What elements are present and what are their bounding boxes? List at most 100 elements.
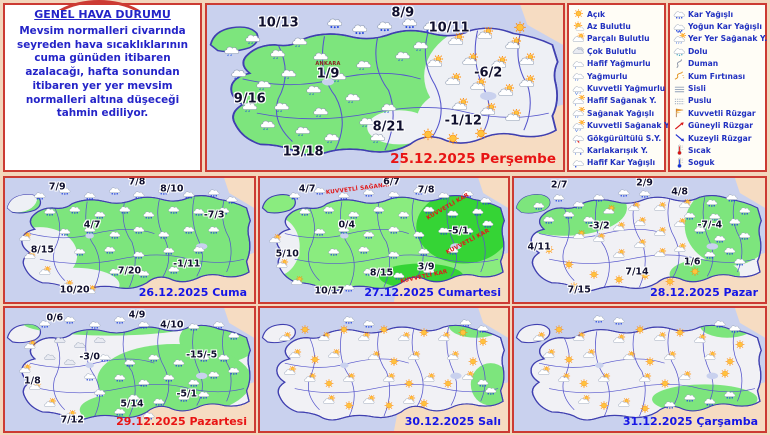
sun-cloud-icon — [490, 55, 507, 72]
snow-icon — [387, 188, 400, 200]
sun-cloud-icon — [448, 32, 465, 49]
temperature-label: -7/-4 — [697, 219, 723, 231]
temperature-label: 10/17 — [314, 285, 345, 297]
snow-icon — [683, 209, 696, 221]
rain-icon — [295, 122, 312, 138]
legend-row: Kuzeyli Rüzgar — [673, 132, 764, 144]
sun-cloud-icon — [43, 397, 56, 410]
temperature-label: 8/9 — [391, 5, 415, 21]
snow-icon — [363, 228, 376, 240]
sun-cloud-icon — [633, 238, 646, 251]
sun-cloud-icon — [519, 52, 536, 69]
sun-cloud-icon — [268, 233, 281, 246]
cloud-icon — [43, 351, 56, 363]
rain-icon — [255, 76, 272, 92]
snow-icon — [593, 312, 606, 324]
snow-icon — [138, 376, 151, 388]
snow-icon — [726, 191, 739, 203]
light-shower-icon — [572, 94, 585, 107]
map-date: 29.12.2025 Pazartesi — [116, 415, 247, 428]
snow-icon — [43, 205, 56, 217]
legend-column-1: Açık Az Bulutlu Parçalı Bulutlu Çok Bulutlu… — [567, 3, 670, 172]
sun-icon — [444, 131, 461, 147]
snow-icon — [338, 223, 351, 235]
legend-label: Duman — [688, 59, 719, 69]
sun-cloud-icon — [703, 350, 716, 363]
snow-icon — [593, 191, 606, 203]
rain-icon — [245, 30, 262, 46]
sun-icon — [298, 324, 311, 336]
legend-row: Puslu — [673, 95, 764, 107]
light-snow-icon — [572, 157, 585, 169]
snow-icon — [479, 194, 492, 206]
snow-icon — [327, 14, 344, 30]
turkey-map-graphic — [6, 178, 254, 302]
snow-icon — [533, 199, 546, 211]
heavy-shower-icon — [572, 118, 585, 132]
map-thursday: 10/13 8/9 10/11 -6/2 1/9 9/16 8/21 -1/12 13/18 AN… — [205, 3, 565, 172]
sun-icon — [588, 269, 601, 281]
snow-icon — [163, 244, 176, 256]
temperature-label: 7/20 — [117, 265, 142, 277]
temperature-label: 4/8 — [671, 186, 689, 198]
sun-cloud-icon — [462, 52, 479, 69]
sun-cloud-icon — [328, 348, 341, 361]
snow-icon — [108, 265, 121, 277]
legend-label: Sıcak — [688, 145, 711, 155]
snow-icon — [123, 356, 136, 368]
cloud-icon — [73, 339, 86, 351]
temperature-label: 13/18 — [282, 144, 324, 160]
snow-icon — [472, 205, 485, 217]
map-date: 25.12.2025 Perşembe — [390, 151, 556, 167]
snow-icon — [683, 391, 696, 403]
sun-icon — [563, 259, 576, 271]
temperature-label: 10/20 — [59, 284, 90, 296]
snow-icon — [143, 409, 156, 421]
city-label: ANKARA — [315, 61, 341, 68]
snow-icon — [163, 316, 176, 328]
snow-icon — [447, 244, 460, 256]
legend-label: Açık — [587, 9, 606, 19]
legend-label: Kuzeyli Rüzgar — [688, 133, 752, 143]
legend-row: Dolu — [673, 45, 764, 57]
temperature-label: 4/7 — [298, 183, 316, 195]
snow-icon — [73, 245, 86, 257]
sun-cloud-icon — [358, 330, 371, 344]
sun-cloud-icon — [480, 101, 497, 119]
temperature-label: 1/6 — [683, 256, 701, 268]
rain-icon — [259, 116, 276, 132]
snow-icon — [58, 184, 71, 196]
snow-icon — [148, 351, 161, 363]
thunder-icon — [572, 132, 585, 144]
snow-icon — [422, 264, 435, 276]
map-date: 27.12.2025 Cumartesi — [364, 286, 501, 299]
temperature-label: 10/13 — [257, 15, 299, 31]
cloud-icon — [93, 334, 106, 346]
legend-row: Parçalı Bulutlu — [572, 32, 663, 45]
sun-cloud-icon — [382, 372, 396, 385]
snow-icon — [693, 223, 706, 235]
temperature-label: -7/3 — [203, 209, 225, 221]
sun-icon — [378, 324, 391, 336]
sun-cloud-icon — [533, 330, 546, 344]
temperature-label: 8/15 — [30, 244, 54, 256]
sun-icon — [578, 378, 591, 390]
snow-icon — [477, 322, 490, 334]
sun-cloud-icon — [618, 397, 631, 410]
sun-icon — [673, 327, 686, 339]
snow-icon — [198, 351, 211, 363]
map-date: 30.12.2025 Salı — [404, 415, 501, 428]
cok-icon — [572, 45, 585, 57]
snow-icon — [193, 205, 206, 217]
legend-row: Soguk — [673, 157, 764, 169]
sun-cloud-icon — [323, 394, 336, 407]
heavy-snow-icon — [673, 21, 686, 33]
logo-arc — [42, 0, 154, 10]
snow-icon — [168, 203, 181, 215]
legend-row: Açık — [572, 8, 663, 20]
sun-cloud-icon — [276, 258, 289, 271]
legend-label: Yoğun Kar Yağışlı — [688, 22, 762, 32]
map-date: 31.12.2025 Çarşamba — [622, 415, 758, 428]
snow-icon — [108, 228, 121, 240]
snow-icon — [387, 223, 400, 235]
